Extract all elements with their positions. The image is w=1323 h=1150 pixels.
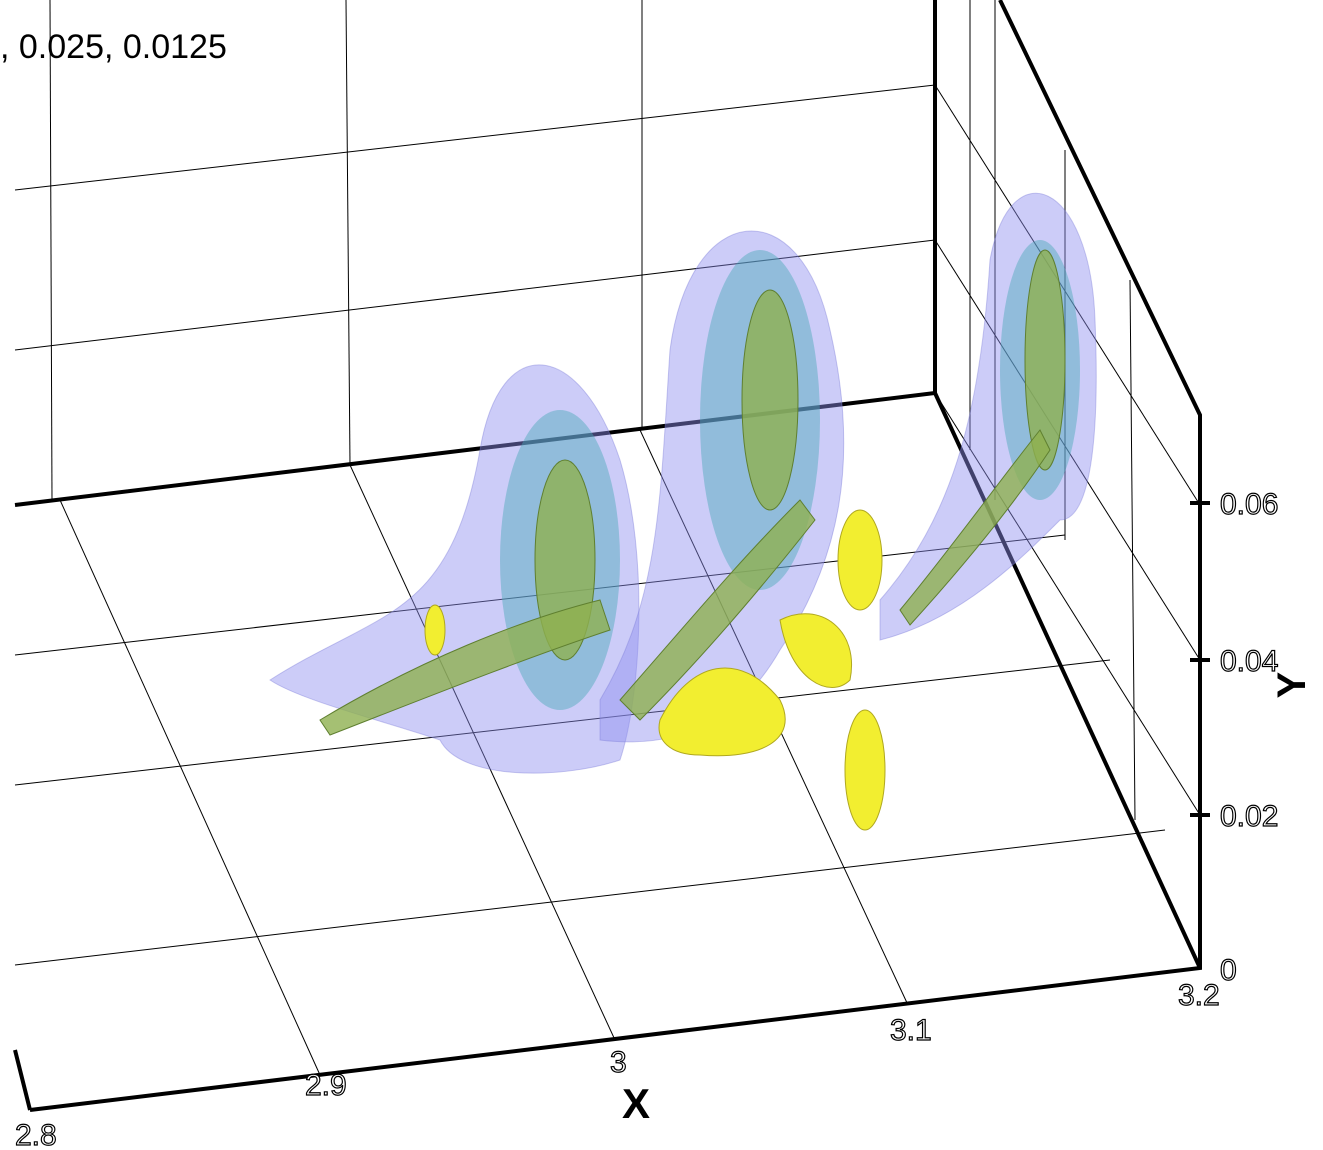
x-axis-title: X [622,1080,650,1127]
x-tick-label: 3 [610,1046,627,1079]
x-tick-label: 2.8 [15,1119,57,1150]
y-tick-label: 0.02 [1220,800,1278,833]
x-tick-label: 3.1 [890,1014,932,1047]
annotation: , 0.025, 0.0125 [0,28,227,66]
y-axis-title: Y [1270,671,1314,698]
visualization: , 0.025, 0.0125 2.8 2.9 3 3.1 3.2 X 0 0.… [0,0,1323,1150]
y-tick-label: 0.06 [1220,488,1278,521]
y-tick-label: 0 [1220,954,1237,987]
page: {"annotation": ", 0.025, 0.0125", "x_axi… [0,0,1323,1150]
x-tick-label: 3.2 [1178,979,1220,1012]
isosurfaces [270,193,1096,830]
x-tick-label: 2.9 [305,1069,347,1102]
